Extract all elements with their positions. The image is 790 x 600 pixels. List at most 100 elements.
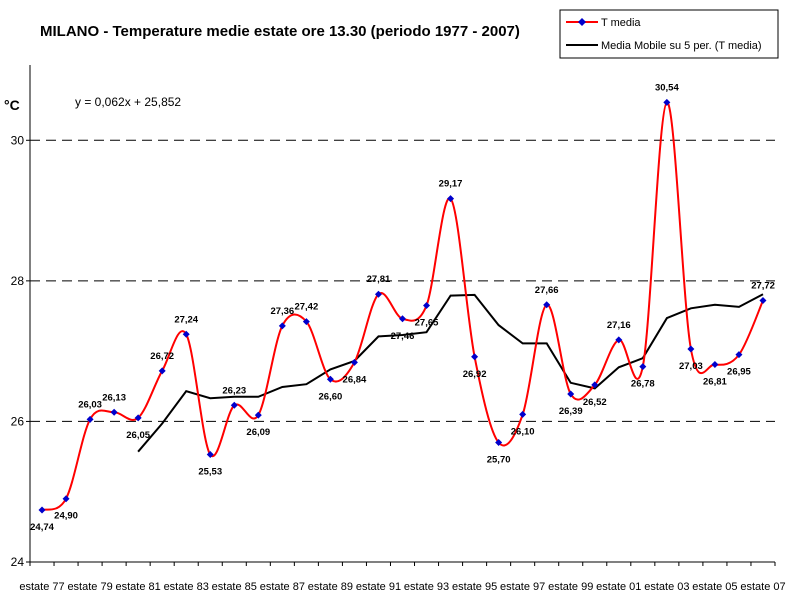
data-point-1985 bbox=[230, 401, 238, 409]
series-t-media-markers bbox=[38, 98, 767, 514]
data-point-1977 bbox=[38, 506, 46, 514]
x-tick-label: estate 99 bbox=[548, 581, 593, 593]
y-tick-label: 28 bbox=[11, 274, 25, 288]
data-point-1989 bbox=[326, 375, 334, 383]
data-point-2004 bbox=[687, 345, 695, 353]
data-label-1992: 27,46 bbox=[391, 331, 415, 342]
data-label-1986: 26,09 bbox=[246, 427, 270, 438]
data-label-1985: 26,23 bbox=[222, 385, 246, 396]
gridlines bbox=[30, 139, 775, 422]
data-label-1991: 27,81 bbox=[367, 274, 391, 285]
data-point-1978 bbox=[62, 495, 70, 503]
x-tick-label: estate 91 bbox=[356, 581, 401, 593]
data-label-1978: 24,90 bbox=[54, 511, 78, 522]
moving-average-line bbox=[137, 293, 764, 453]
data-label-1983: 27,24 bbox=[174, 314, 198, 325]
y-axis-unit-label: °C bbox=[4, 97, 20, 113]
data-point-1999 bbox=[567, 390, 575, 398]
data-label-1982: 26,72 bbox=[150, 351, 174, 362]
data-point-1988 bbox=[302, 318, 310, 326]
data-label-1998: 27,66 bbox=[535, 285, 559, 296]
data-point-2003 bbox=[663, 98, 671, 106]
legend-box bbox=[559, 9, 779, 59]
data-label-1997: 26,10 bbox=[511, 426, 535, 437]
data-label-1994: 29,17 bbox=[439, 179, 463, 190]
data-point-1983 bbox=[182, 330, 190, 338]
data-point-1980 bbox=[110, 408, 118, 416]
x-tick-label: estate 79 bbox=[67, 581, 112, 593]
x-tick-label: estate 01 bbox=[596, 581, 641, 593]
data-label-2003: 30,54 bbox=[655, 82, 679, 93]
legend-label-moving-average: Media Mobile su 5 per. (T media) bbox=[601, 40, 762, 52]
data-point-1991 bbox=[374, 290, 382, 298]
y-tick-label: 24 bbox=[11, 555, 25, 569]
data-label-2002: 26,78 bbox=[631, 379, 655, 390]
x-tick-label: estate 05 bbox=[692, 581, 737, 593]
data-point-1993 bbox=[423, 301, 431, 309]
trend-equation: y = 0,062x + 25,852 bbox=[75, 95, 181, 109]
data-point-1987 bbox=[278, 322, 286, 330]
x-tick-label: estate 89 bbox=[308, 581, 353, 593]
data-label-2004: 27,03 bbox=[679, 361, 703, 372]
data-point-1979 bbox=[86, 415, 94, 423]
y-tick-labels: 24 26 28 30 bbox=[11, 133, 25, 569]
x-tick-label: estate 87 bbox=[260, 581, 305, 593]
data-label-1999: 26,39 bbox=[559, 406, 583, 417]
data-label-1980: 26,13 bbox=[102, 392, 126, 403]
data-point-2007 bbox=[759, 297, 767, 305]
data-label-1987: 27,36 bbox=[270, 306, 294, 317]
series-t-media bbox=[41, 101, 764, 511]
data-label-1996: 25,70 bbox=[487, 455, 511, 466]
data-label-2006: 26,95 bbox=[727, 367, 751, 378]
data-point-1984 bbox=[206, 450, 214, 458]
data-point-1996 bbox=[495, 439, 503, 447]
data-point-1994 bbox=[447, 195, 455, 203]
chart-title: MILANO - Temperature medie estate ore 13… bbox=[40, 23, 520, 40]
data-point-2001 bbox=[615, 336, 623, 344]
legend: T media Media Mobile su 5 per. (T media) bbox=[559, 9, 779, 59]
data-label-1988: 27,42 bbox=[294, 302, 318, 313]
x-tick-label: estate 03 bbox=[644, 581, 689, 593]
series-moving-average bbox=[137, 293, 764, 453]
x-tick-label: estate 85 bbox=[212, 581, 257, 593]
data-point-1986 bbox=[254, 411, 262, 419]
data-label-2000: 26,52 bbox=[583, 397, 607, 408]
data-label-2001: 27,16 bbox=[607, 320, 631, 331]
data-point-1997 bbox=[519, 410, 527, 418]
y-tick-label: 26 bbox=[11, 414, 25, 428]
data-point-1992 bbox=[399, 315, 406, 323]
x-tick-label: estate 95 bbox=[452, 581, 497, 593]
data-label-1995: 26,92 bbox=[463, 369, 487, 380]
data-point-2002 bbox=[639, 363, 647, 371]
data-point-2006 bbox=[735, 351, 743, 359]
data-point-1990 bbox=[350, 358, 358, 366]
data-label-1993: 27,65 bbox=[415, 317, 439, 328]
data-point-1998 bbox=[543, 301, 551, 309]
t-media-line bbox=[41, 101, 764, 511]
data-label-1977: 24,74 bbox=[30, 522, 54, 533]
x-tick-labels: estate 77 estate 79 estate 81 estate 83 esta… bbox=[19, 581, 785, 593]
y-tick-label: 30 bbox=[11, 133, 25, 147]
legend-marker-t-media bbox=[578, 18, 586, 26]
x-tick-label: estate 07 bbox=[740, 581, 785, 593]
data-label-1990: 26,84 bbox=[343, 374, 367, 385]
data-point-1982 bbox=[158, 367, 166, 375]
data-label-1979: 26,03 bbox=[78, 399, 102, 410]
data-point-2000 bbox=[591, 381, 599, 389]
data-point-1981 bbox=[134, 414, 142, 422]
data-label-1981: 26,05 bbox=[126, 430, 150, 441]
x-tick-label: estate 97 bbox=[500, 581, 545, 593]
legend-label-t-media: T media bbox=[601, 17, 641, 29]
data-point-2005 bbox=[711, 360, 719, 368]
data-point-1995 bbox=[471, 353, 479, 361]
x-tick-label: estate 83 bbox=[164, 581, 209, 593]
data-label-1984: 25,53 bbox=[198, 466, 222, 477]
data-label-2005: 26,81 bbox=[703, 376, 727, 387]
data-label-2007: 27,72 bbox=[751, 281, 775, 292]
x-tick-label: estate 77 bbox=[19, 581, 64, 593]
data-label-1989: 26,60 bbox=[319, 391, 343, 402]
